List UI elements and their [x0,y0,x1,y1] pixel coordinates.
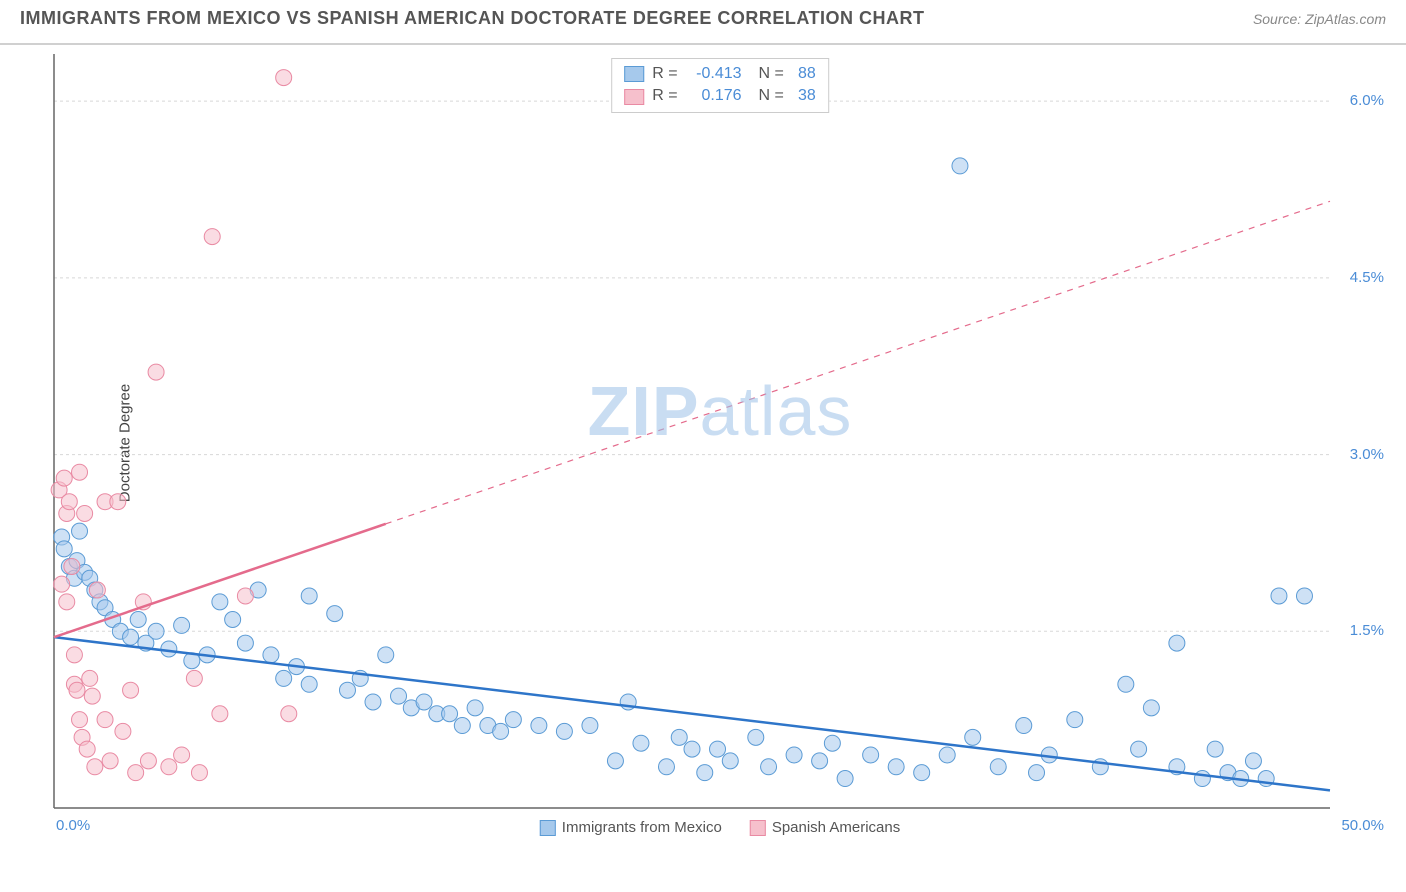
source-attribution: Source: ZipAtlas.com [1253,11,1386,27]
correlation-legend: R = -0.413 N = 88R = 0.176 N = 38 [611,58,829,113]
legend-r-value: 0.176 [686,85,742,107]
y-tick-label: 1.5% [1350,622,1384,639]
legend-swatch [624,89,644,105]
y-tick-label: 6.0% [1350,92,1384,109]
scatter-plot [50,48,1390,838]
legend-swatch [750,820,766,836]
legend-row: R = -0.413 N = 88 [624,63,816,85]
y-tick-label: 4.5% [1350,269,1384,286]
series-legend: Immigrants from Mexico Spanish Americans [540,819,900,836]
legend-row: R = 0.176 N = 38 [624,85,816,107]
legend-r-label: R = [652,63,677,85]
legend-n-label: N = [750,85,784,107]
chart-area: Doctorate Degree ZIPatlas R = -0.413 N =… [50,48,1390,838]
chart-title: IMMIGRANTS FROM MEXICO VS SPANISH AMERIC… [20,8,925,29]
legend-item: Immigrants from Mexico [540,819,722,836]
legend-r-value: -0.413 [686,63,742,85]
legend-item: Spanish Americans [750,819,900,836]
legend-swatch [540,820,556,836]
legend-label: Immigrants from Mexico [562,819,722,836]
x-axis-min-label: 0.0% [56,817,90,834]
legend-swatch [624,66,644,82]
legend-n-label: N = [750,63,784,85]
x-axis-max-label: 50.0% [1341,817,1384,834]
chart-header: IMMIGRANTS FROM MEXICO VS SPANISH AMERIC… [0,0,1406,45]
legend-r-label: R = [652,85,677,107]
legend-n-value: 88 [792,63,816,85]
legend-label: Spanish Americans [772,819,900,836]
legend-n-value: 38 [792,85,816,107]
y-tick-label: 3.0% [1350,446,1384,463]
